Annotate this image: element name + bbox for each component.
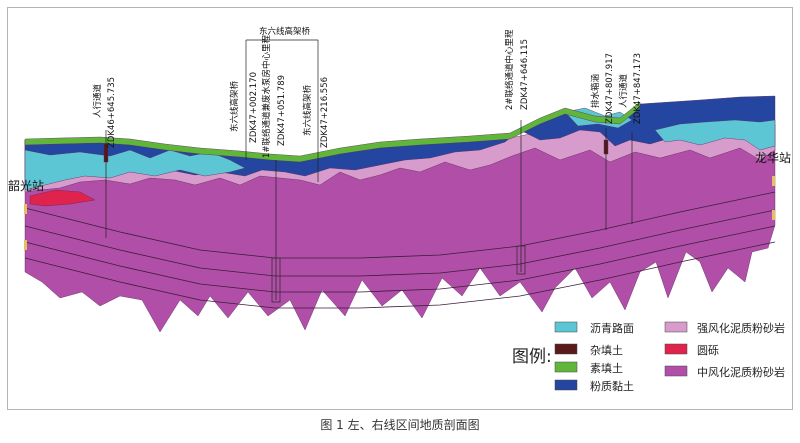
annot-a9-ch: ZDK47+646.115 [520, 39, 530, 110]
annot-a3-ch: ZDK47+002.170 [249, 72, 259, 143]
shaft-1 [271, 257, 281, 303]
legend-swatch-round-gravel [664, 343, 688, 355]
station-left-label: 韶光站 [8, 178, 44, 193]
figure-caption: 图 1 左、右线区间地质剖面图 [320, 418, 480, 432]
legend-swatch-asphalt [554, 321, 578, 333]
annot-a11-ch: ZDK47+807.917 [605, 53, 615, 124]
annot-a12: 人行通道 [618, 73, 629, 108]
legend-title: 图例: [512, 347, 552, 367]
edge-markers [24, 176, 775, 250]
geological-profile: 韶光站 龙华站 东六线高架桥 人行通道 ZDK46+645.735 东六线高架桥… [8, 26, 791, 393]
layer-plain-fill [24, 101, 641, 163]
legend: 图例: 沥青路面 杂填土 素填土 粉质黏土 强风化泥质粉砂岩 圆砾 中风化泥质粉… [512, 321, 785, 393]
tunnel-lines [24, 191, 776, 309]
annot-a6: 东六线高架桥 [302, 84, 313, 136]
legend-label-misc-fill: 杂填土 [590, 343, 623, 357]
legend-label-strong-weathered: 强风化泥质粉砂岩 [697, 321, 785, 335]
legend-label-round-gravel: 圆砾 [697, 344, 719, 357]
shaft-2 [516, 245, 526, 275]
layer-asphalt-right [654, 119, 776, 151]
annot-a7-ch: ZDK47+216.556 [320, 77, 330, 148]
legend-swatch-plain-fill [554, 361, 578, 373]
legend-label-silty-clay: 粉质黏土 [590, 379, 634, 393]
legend-label-plain-fill: 素填土 [590, 361, 623, 375]
bridge-top-label: 东六线高架桥 [259, 26, 311, 37]
annot-a2: 东六线高架桥 [229, 80, 240, 132]
legend-swatch-strong-weathered [664, 321, 688, 333]
legend-swatch-moderate-weathered [664, 365, 688, 377]
legend-swatch-misc-fill [554, 343, 578, 355]
annot-a10: 排水箱涵 [590, 74, 601, 108]
annot-a13-ch: ZDK47+847.173 [633, 53, 643, 124]
legend-label-moderate-weathered: 中风化泥质粉砂岩 [697, 365, 785, 379]
annot-a1: 人行通道 [92, 83, 103, 118]
figure-frame [7, 7, 793, 410]
annot-a1-ch: ZDK46+645.735 [107, 77, 117, 148]
layer-round-gravel [29, 189, 96, 207]
station-right-label: 龙华站 [755, 151, 791, 165]
legend-label-asphalt: 沥青路面 [590, 322, 634, 335]
annot-a5-ch: ZDK47+051.789 [277, 75, 287, 146]
layer-asphalt-left [24, 149, 246, 191]
legend-swatch-silty-clay [554, 379, 578, 391]
annot-a8: 2#联络通道中心里程 [504, 29, 515, 110]
annot-a4: 1#联络通道兼废水泵房中心里程 [261, 34, 272, 158]
chainage-lines [105, 39, 633, 300]
